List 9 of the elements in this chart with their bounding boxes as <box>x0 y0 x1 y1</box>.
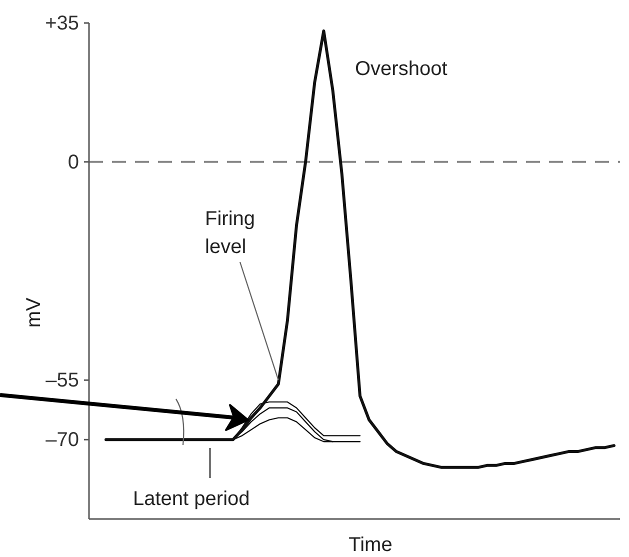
y-tick-label: 0 <box>68 151 79 174</box>
annotation: Latent period <box>133 488 250 510</box>
y-tick-label: +35 <box>45 12 79 34</box>
y-tick-label: –70 <box>46 429 79 452</box>
annotation: Firing level <box>205 208 256 258</box>
x-axis-title: Time <box>348 534 392 556</box>
y-tick-label: –55 <box>46 370 79 392</box>
annotation: Overshoot <box>355 58 448 80</box>
y-axis-title: mV <box>23 297 45 328</box>
